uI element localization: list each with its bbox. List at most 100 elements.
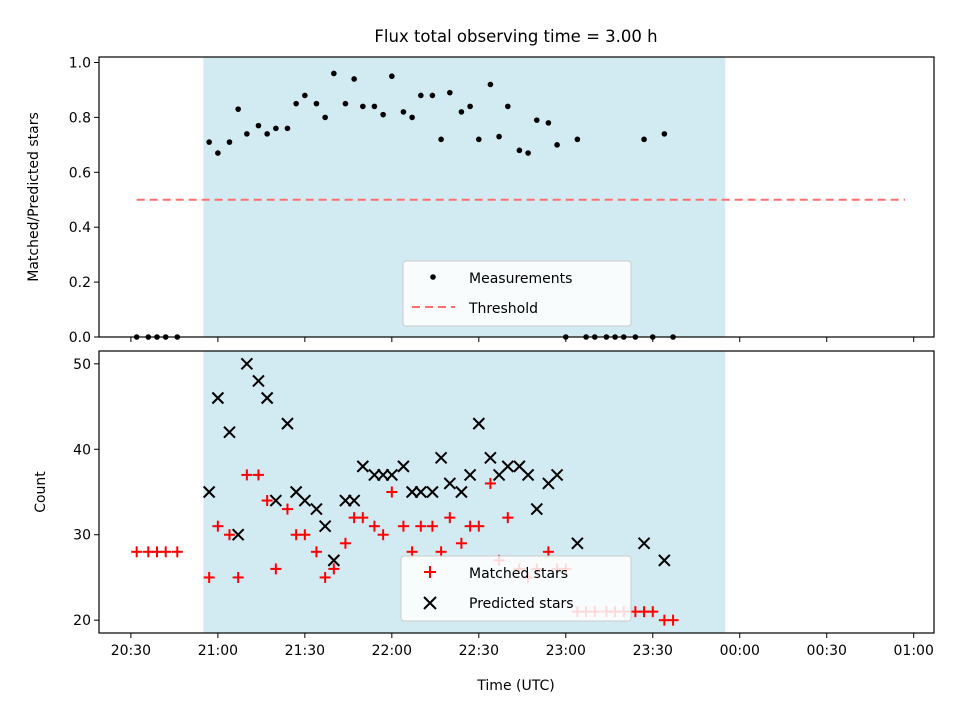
y-tick-label: 0.8 bbox=[69, 110, 91, 126]
predicted-star-point bbox=[571, 537, 584, 550]
predicted-star-point bbox=[240, 357, 254, 371]
matched-star-point bbox=[281, 503, 293, 515]
matched-star-point bbox=[435, 546, 447, 558]
matched-star-point bbox=[131, 546, 143, 558]
y-tick-label: 0.2 bbox=[69, 275, 91, 291]
x-tick-label: 23:00 bbox=[546, 643, 586, 659]
matched-star-point bbox=[473, 520, 485, 532]
predicted-star-point bbox=[211, 391, 225, 405]
measurement-point bbox=[351, 76, 357, 82]
bottom-legend: Matched stars Predicted stars bbox=[400, 555, 632, 622]
top-y-axis-label: Matched/Predicted stars bbox=[26, 112, 42, 282]
predicted-star-point bbox=[658, 554, 671, 567]
predicted-star-point bbox=[550, 468, 564, 482]
y-tick-label: 40 bbox=[73, 442, 91, 458]
legend-measurements-marker bbox=[430, 274, 436, 280]
matched-star-point bbox=[406, 546, 418, 558]
measurement-point bbox=[516, 147, 523, 154]
legend-threshold-label: Threshold bbox=[468, 301, 538, 317]
measurement-point bbox=[447, 89, 453, 96]
predicted-star-point bbox=[501, 460, 515, 473]
x-tick-label: 22:30 bbox=[459, 643, 499, 659]
measurement-point bbox=[574, 136, 581, 143]
predicted-star-point bbox=[223, 425, 236, 439]
matched-star-point bbox=[339, 537, 351, 549]
measurement-point bbox=[371, 103, 378, 110]
legend-matched-label: Matched stars bbox=[469, 566, 568, 582]
measurement-point bbox=[302, 92, 308, 99]
x-tick-label: 21:00 bbox=[198, 643, 238, 659]
measurement-point bbox=[273, 125, 279, 132]
measurement-point bbox=[467, 103, 473, 110]
matched-star-point bbox=[310, 546, 322, 558]
matched-star-point bbox=[232, 571, 244, 583]
matched-star-point bbox=[542, 546, 554, 558]
matched-star-point bbox=[319, 571, 331, 583]
matched-star-point bbox=[368, 520, 380, 532]
predicted-star-point bbox=[327, 554, 341, 567]
matched-star-point bbox=[328, 563, 340, 575]
measurement-point bbox=[525, 150, 531, 156]
y-tick-label: 0.6 bbox=[69, 165, 91, 181]
matched-star-point bbox=[415, 520, 427, 532]
measurement-point bbox=[641, 136, 647, 143]
matched-star-point bbox=[299, 529, 311, 541]
measurement-point bbox=[380, 111, 386, 118]
measurement-point bbox=[476, 136, 482, 143]
measurement-point bbox=[487, 81, 494, 88]
bottom-y-axis-label: Count bbox=[33, 471, 49, 513]
measurement-point bbox=[342, 100, 349, 107]
measurement-point bbox=[235, 106, 241, 112]
measurements-points bbox=[133, 70, 676, 340]
matched-star-point bbox=[647, 606, 659, 618]
predicted-star-point bbox=[463, 468, 477, 482]
top-plot-frame bbox=[98, 56, 935, 338]
predicted-star-point bbox=[202, 485, 216, 499]
y-tick-label: 50 bbox=[73, 357, 91, 373]
predicted-star-point bbox=[281, 417, 294, 430]
legend-matched-marker bbox=[424, 566, 436, 578]
bottom-x-ticks: 20:30 21:00 21:30 22:00 22:30 23:00 23:30 00:00… bbox=[111, 633, 934, 659]
y-tick-label: 30 bbox=[73, 528, 91, 544]
matched-star-point bbox=[444, 512, 456, 524]
top-legend: Measurements Threshold bbox=[402, 260, 632, 327]
matched-star-point bbox=[502, 512, 514, 524]
measurement-point bbox=[400, 109, 407, 115]
predicted-star-point bbox=[385, 468, 399, 482]
measurement-point bbox=[545, 120, 552, 126]
measurement-point bbox=[264, 131, 270, 137]
predicted-star-point bbox=[310, 502, 323, 516]
predicted-star-point bbox=[356, 460, 370, 473]
measurement-point bbox=[496, 133, 502, 140]
matched-star-point bbox=[241, 469, 253, 481]
measurement-point bbox=[206, 139, 212, 145]
legend-predicted-marker bbox=[423, 596, 437, 610]
measurement-point bbox=[389, 73, 395, 80]
measurement-point bbox=[255, 122, 262, 129]
predicted-star-point bbox=[252, 374, 265, 388]
x-tick-label: 22:00 bbox=[372, 643, 412, 659]
measurement-point bbox=[215, 150, 221, 156]
bottom-plot-frame bbox=[98, 350, 935, 634]
measurement-point bbox=[322, 114, 328, 121]
measurement-point bbox=[226, 139, 233, 145]
chart-title: Flux total observing time = 3.00 h bbox=[374, 27, 657, 46]
measurement-point bbox=[331, 70, 337, 77]
x-tick-label: 00:30 bbox=[807, 643, 847, 659]
top-y-ticks: 0.0 0.2 0.4 0.6 0.8 1.0 bbox=[69, 55, 99, 346]
x-tick-label: 23:30 bbox=[633, 643, 673, 659]
predicted-star-point bbox=[472, 417, 486, 430]
predicted-star-point bbox=[434, 451, 448, 465]
measurement-point bbox=[244, 131, 250, 137]
measurement-point bbox=[284, 125, 291, 132]
y-tick-label: 20 bbox=[73, 613, 91, 629]
y-tick-label: 0.4 bbox=[69, 220, 91, 236]
matched-star-point bbox=[484, 477, 496, 489]
predicted-star-point bbox=[414, 485, 428, 499]
matched-star-point bbox=[377, 529, 389, 541]
matched-star-point bbox=[171, 546, 183, 558]
x-tick-label: 00:00 bbox=[720, 643, 760, 659]
matched-star-point bbox=[223, 529, 235, 541]
